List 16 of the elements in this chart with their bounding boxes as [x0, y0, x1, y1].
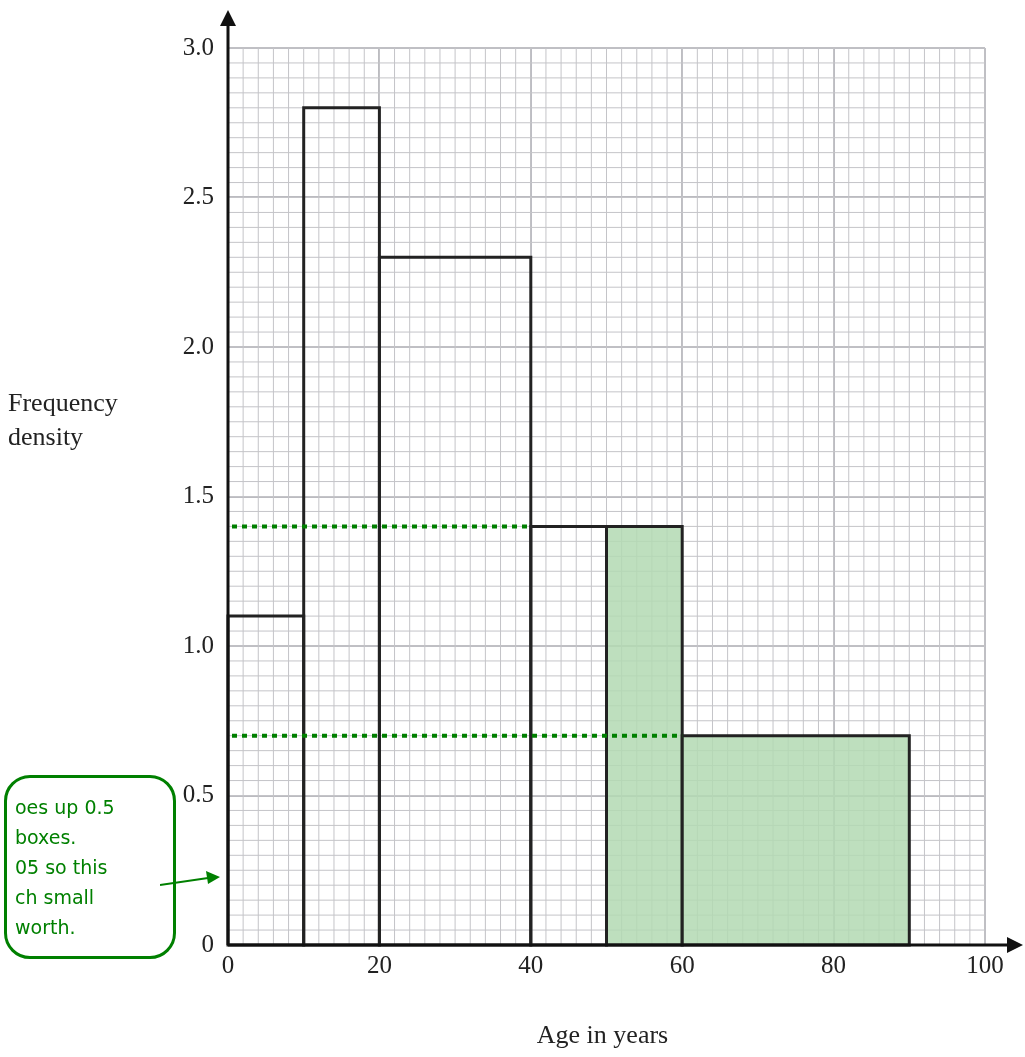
x-tick-label: 40	[518, 950, 544, 978]
y-tick-label: 1.5	[182, 481, 214, 509]
x-tick-label: 0	[221, 950, 235, 978]
x-axis-title: Age in years	[535, 1020, 670, 1050]
x-tick-label: 20	[366, 950, 392, 978]
y-tick-label: 3.0	[182, 32, 214, 60]
x-tick-label: 80	[821, 950, 847, 978]
y-tick-label: 0	[201, 929, 214, 957]
y-tick-label: 2.5	[182, 182, 214, 210]
x-tick-label: 60	[669, 950, 695, 978]
y-tick-label: 0.5	[182, 780, 214, 808]
cloud-callout: oes up 0.5 boxes. 05 so this ch small worth.	[4, 775, 176, 959]
y-tick-label: 2.0	[182, 331, 214, 359]
y-axis-title: Frequency density	[8, 387, 119, 453]
y-tick-label: 1.0	[182, 630, 214, 658]
x-tick-label: 100	[966, 950, 1004, 978]
